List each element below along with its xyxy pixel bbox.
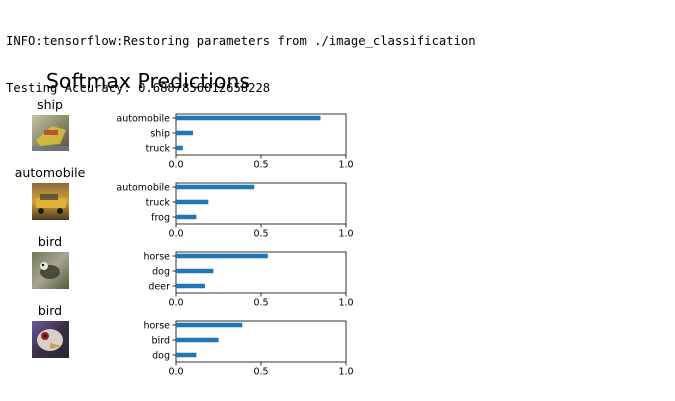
bar-dog (176, 352, 197, 358)
category-label: automobile (116, 182, 170, 193)
log-line-restoring: INFO:tensorflow:Restoring parameters fro… (6, 34, 476, 48)
category-label: dog (152, 266, 170, 277)
bird-thumbnail (32, 252, 69, 289)
x-tick-label: 1.0 (338, 298, 353, 309)
x-tick-label: 0.5 (253, 160, 268, 171)
true-label: automobile (15, 165, 86, 180)
category-label: truck (146, 197, 171, 208)
prediction-row-2: bird horse dog deer 0.0 0.5 1.0 (32, 234, 354, 309)
category-label: deer (148, 281, 170, 292)
bar-chart: automobile truck frog 0.0 0.5 1.0 (116, 182, 353, 239)
bar-truck (176, 199, 209, 205)
x-tick-label: 0.5 (253, 367, 268, 378)
bar-truck (176, 145, 183, 151)
bar-chart: horse dog deer 0.0 0.5 1.0 (143, 251, 353, 308)
x-tick-label: 0.0 (168, 229, 183, 240)
bar-automobile (176, 184, 255, 190)
x-tick-label: 1.0 (338, 160, 353, 171)
bar-dog (176, 268, 214, 274)
true-label: ship (37, 97, 63, 112)
prediction-row-0: ship automobile ship truck 0.0 0.5 1.0 (32, 97, 354, 171)
prediction-row-1: automobile automobile truck frog 0.0 0.5 1.0 (15, 165, 354, 240)
bar-horse (176, 322, 243, 328)
x-tick-label: 0.0 (168, 160, 183, 171)
x-tick-label: 0.5 (253, 229, 268, 240)
category-label: automobile (116, 113, 170, 124)
bird-closeup-thumbnail (32, 321, 69, 358)
log-line-accuracy: Testing Accuracy: 0.6887856012658228 (6, 80, 271, 95)
bar-horse (176, 253, 268, 259)
bar-frog (176, 214, 197, 220)
category-label: horse (143, 251, 170, 262)
category-label: ship (150, 128, 170, 139)
bar-chart: horse bird dog 0.0 0.5 1.0 (143, 320, 353, 377)
category-label: bird (152, 335, 170, 346)
bar-bird (176, 337, 219, 343)
category-label: horse (143, 320, 170, 331)
bar-chart: automobile ship truck 0.0 0.5 1.0 (116, 113, 353, 170)
x-tick-label: 1.0 (338, 367, 353, 378)
console-output: INFO:tensorflow:Restoring parameters fro… (6, 3, 476, 112)
true-label: bird (38, 303, 62, 318)
true-label: bird (38, 234, 62, 249)
prediction-row-3: bird horse bird dog 0.0 0.5 1.0 (32, 303, 354, 378)
chart-title: Softmax Predictions (46, 69, 250, 93)
x-tick-label: 0.0 (168, 367, 183, 378)
category-label: frog (151, 212, 170, 223)
automobile-thumbnail (32, 183, 69, 220)
category-label: dog (152, 350, 170, 361)
ship-thumbnail (32, 115, 69, 151)
x-tick-label: 1.0 (338, 229, 353, 240)
category-label: truck (146, 143, 171, 154)
bar-ship (176, 130, 193, 136)
bar-automobile (176, 115, 321, 121)
x-tick-label: 0.0 (168, 298, 183, 309)
bar-deer (176, 283, 205, 289)
x-tick-label: 0.5 (253, 298, 268, 309)
